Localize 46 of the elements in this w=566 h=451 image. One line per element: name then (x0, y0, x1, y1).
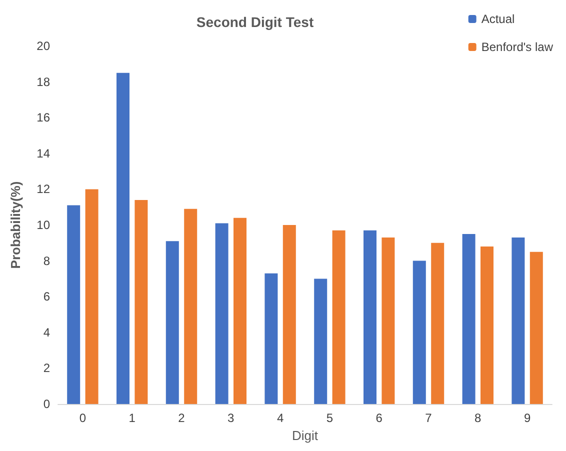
bar (332, 230, 346, 404)
x-tick-label: 4 (276, 411, 284, 425)
bar (412, 260, 426, 404)
y-tick-label: 4 (43, 325, 50, 340)
y-tick-label: 0 (43, 397, 50, 411)
bar (382, 238, 395, 404)
bar (166, 241, 179, 404)
y-axis-title: Probability(%) (8, 181, 23, 269)
bar (85, 189, 98, 404)
bar (184, 208, 198, 404)
bar (134, 200, 148, 404)
bar (282, 225, 296, 404)
bar (67, 205, 80, 404)
legend-label: Benford's law (481, 40, 554, 54)
bar (364, 230, 376, 404)
bar (234, 218, 246, 404)
y-tick-label: 2 (43, 361, 50, 376)
y-tick-label: 6 (43, 290, 50, 304)
legend-label: Actual (481, 12, 515, 26)
y-tick-label: 10 (36, 218, 50, 232)
bar (264, 273, 278, 404)
y-tick-label: 8 (43, 254, 50, 268)
y-tick-label: 14 (36, 146, 50, 160)
x-tick-label: 6 (376, 411, 383, 425)
y-tick-label: 20 (36, 39, 50, 53)
y-tick-label: 18 (36, 74, 50, 89)
x-tick-label: 9 (524, 411, 531, 425)
x-tick-label: 5 (326, 411, 334, 425)
bar (530, 252, 543, 404)
x-tick-label: 3 (228, 411, 235, 425)
x-tick-label: 8 (474, 411, 482, 425)
bar (314, 278, 328, 404)
x-tick-label: 7 (425, 411, 432, 425)
chart-title: Second Digit Test (196, 14, 314, 30)
bar (480, 246, 494, 404)
bar (512, 238, 525, 404)
bar (431, 242, 444, 404)
bar (215, 223, 228, 404)
y-tick-label: 16 (36, 110, 50, 125)
x-tick-label: 0 (79, 411, 86, 425)
bar (462, 234, 476, 404)
x-tick-label: 1 (128, 411, 136, 425)
y-tick-label: 12 (36, 182, 50, 196)
x-tick-label: 2 (178, 411, 186, 425)
x-axis-title: Digit (292, 428, 318, 443)
bar (116, 72, 130, 404)
